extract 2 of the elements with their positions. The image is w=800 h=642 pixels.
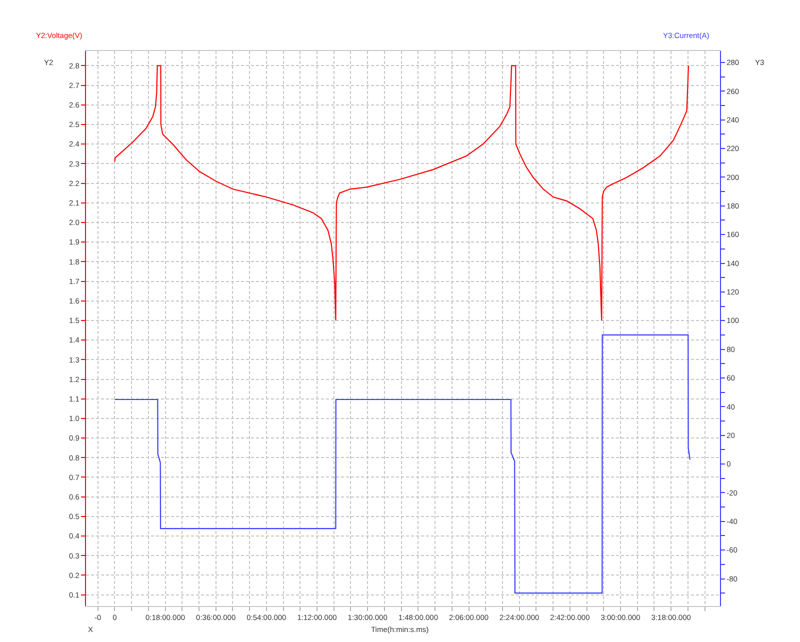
line-series [114,334,691,594]
line-series [114,65,690,322]
